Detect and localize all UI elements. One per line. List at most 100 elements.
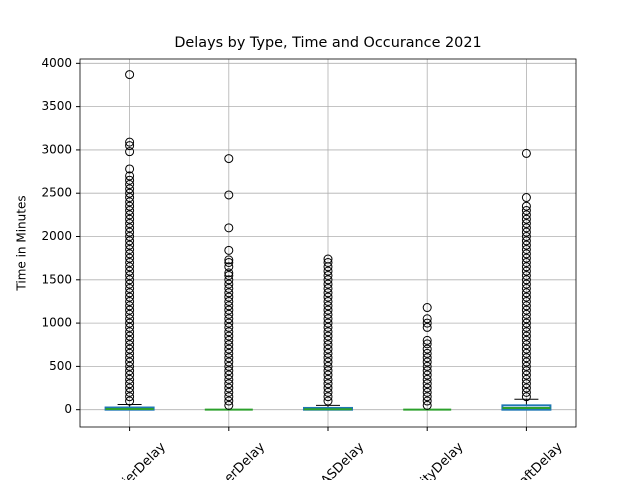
outlier	[125, 147, 135, 157]
outlier	[323, 396, 333, 406]
outlier	[521, 335, 531, 345]
outlier	[125, 340, 135, 350]
outlier	[323, 314, 333, 324]
outlier	[224, 327, 234, 337]
x-tick-label: ityDelay	[418, 439, 467, 480]
outlier	[224, 392, 234, 402]
outlier	[323, 361, 333, 371]
outlier	[323, 305, 333, 315]
outlier	[521, 314, 531, 324]
outlier	[521, 266, 531, 276]
outlier	[224, 353, 234, 363]
outlier	[323, 392, 333, 402]
outlier	[224, 322, 234, 332]
outlier	[125, 164, 135, 174]
outlier	[125, 236, 135, 246]
outlier	[422, 348, 432, 358]
outlier	[125, 370, 135, 380]
outlier	[422, 335, 432, 345]
outlier	[422, 361, 432, 371]
outlier	[323, 366, 333, 376]
outlier	[521, 253, 531, 263]
outlier	[521, 357, 531, 367]
outlier	[125, 344, 135, 354]
outlier	[125, 296, 135, 306]
outlier	[521, 366, 531, 376]
outlier	[521, 148, 531, 158]
outlier	[125, 383, 135, 393]
outlier	[125, 331, 135, 341]
outlier	[422, 353, 432, 363]
outlier	[224, 396, 234, 406]
plot-frame	[79, 58, 577, 428]
x-tick-label: aftDelay	[516, 439, 565, 480]
outlier	[125, 257, 135, 267]
outlier	[224, 309, 234, 319]
outlier	[323, 283, 333, 293]
outlier	[125, 253, 135, 263]
outlier	[125, 288, 135, 298]
outlier	[521, 305, 531, 315]
outlier	[125, 219, 135, 229]
outlier	[521, 210, 531, 220]
outlier	[125, 279, 135, 289]
outlier	[224, 257, 234, 267]
outlier	[323, 254, 333, 264]
outlier	[323, 309, 333, 319]
outlier	[323, 296, 333, 306]
outlier	[521, 240, 531, 250]
outlier	[323, 322, 333, 332]
outlier	[521, 392, 531, 402]
outlier	[323, 257, 333, 267]
outlier	[125, 188, 135, 198]
outlier	[521, 292, 531, 302]
y-tick-label: 2000	[41, 229, 72, 243]
outlier	[521, 232, 531, 242]
outlier	[323, 383, 333, 393]
outlier	[521, 353, 531, 363]
outlier	[521, 214, 531, 224]
outlier	[521, 374, 531, 384]
outlier	[224, 318, 234, 328]
outlier	[422, 383, 432, 393]
outlier	[224, 361, 234, 371]
outlier	[224, 335, 234, 345]
outlier	[422, 366, 432, 376]
x-tick-label: erDelay	[222, 439, 269, 480]
outlier	[521, 309, 531, 319]
outlier	[125, 301, 135, 311]
outlier	[125, 227, 135, 237]
outlier	[422, 339, 432, 349]
outlier	[422, 374, 432, 384]
outlier	[125, 392, 135, 402]
outlier	[323, 344, 333, 354]
outlier	[125, 249, 135, 259]
outlier	[224, 288, 234, 298]
y-tick-label: 1000	[41, 316, 72, 330]
outlier	[224, 331, 234, 341]
outlier	[125, 193, 135, 203]
outlier	[125, 314, 135, 324]
outlier	[125, 379, 135, 389]
outlier	[125, 175, 135, 185]
outlier	[521, 348, 531, 358]
outlier	[224, 279, 234, 289]
outlier	[323, 270, 333, 280]
outlier	[521, 340, 531, 350]
outlier	[224, 348, 234, 358]
outlier	[323, 275, 333, 285]
outlier	[521, 201, 531, 211]
outlier	[323, 340, 333, 350]
outlier	[521, 206, 531, 216]
outlier	[224, 190, 234, 200]
x-tick-label: ierDelay	[120, 439, 169, 480]
outlier	[422, 344, 432, 354]
outlier	[521, 279, 531, 289]
outlier	[521, 379, 531, 389]
outlier	[125, 335, 135, 345]
outlier	[224, 344, 234, 354]
outlier	[521, 288, 531, 298]
outlier	[323, 288, 333, 298]
outlier	[521, 257, 531, 267]
